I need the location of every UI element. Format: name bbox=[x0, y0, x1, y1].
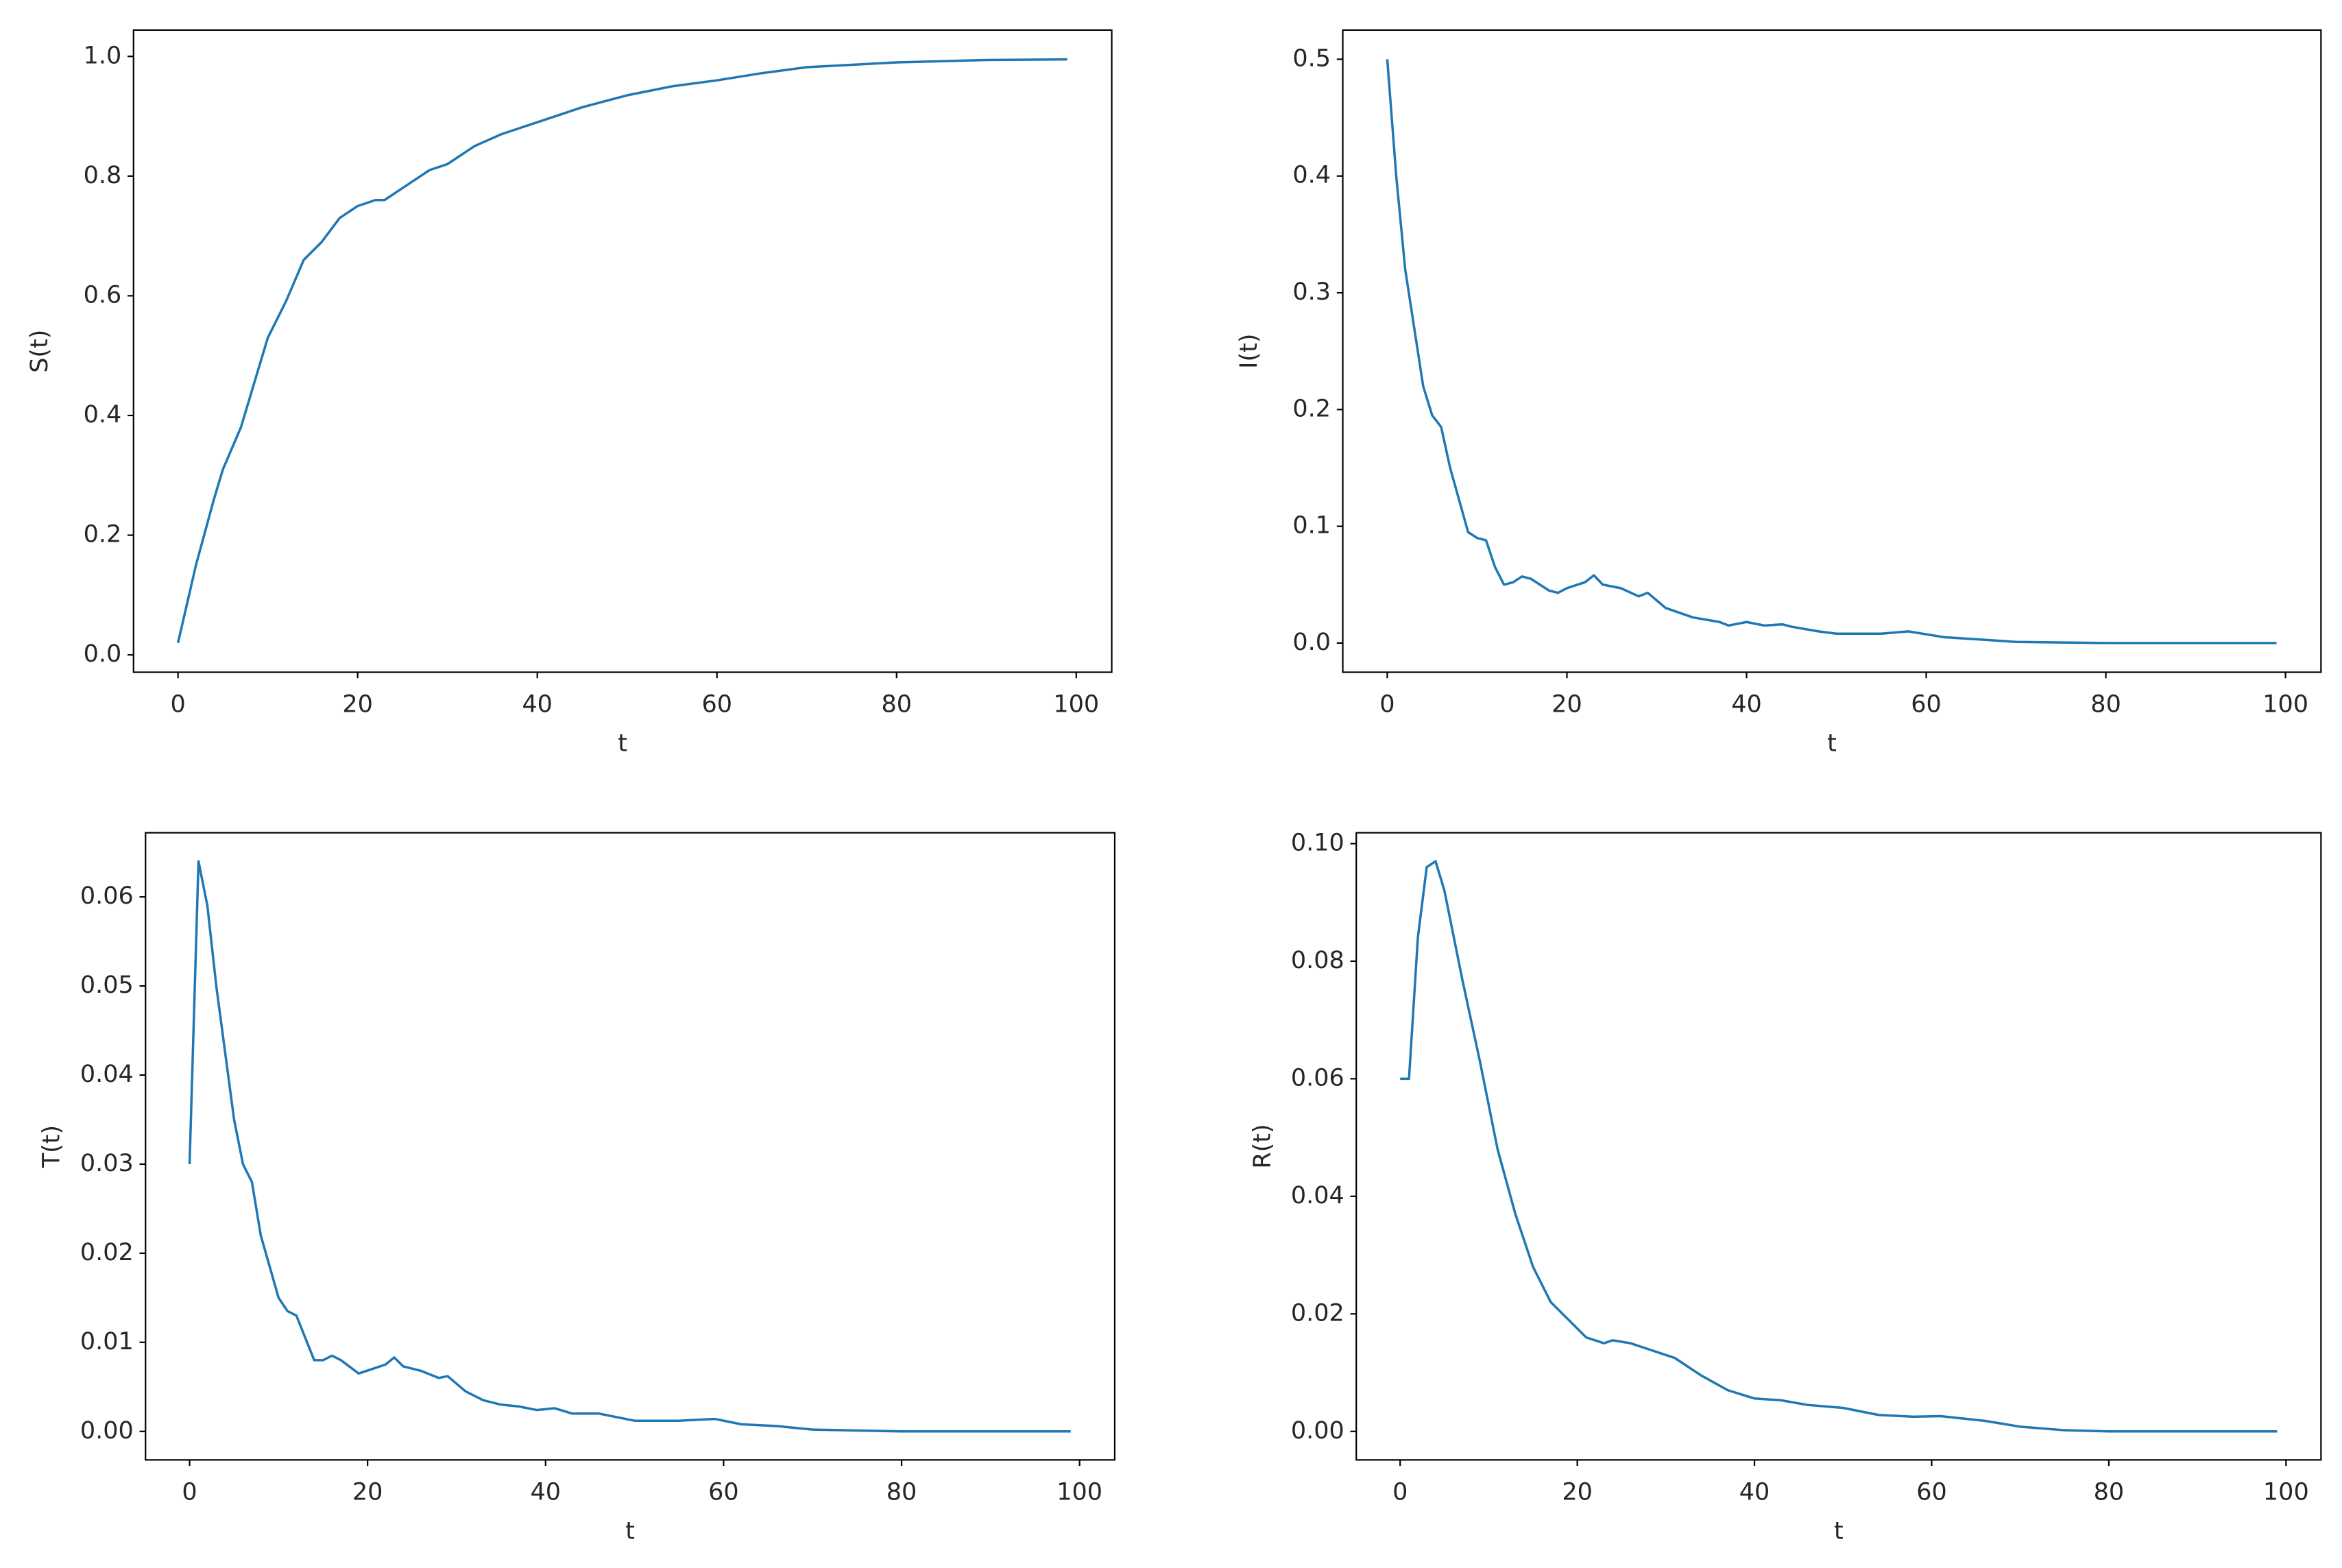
x-tick-label: 80 bbox=[2094, 1478, 2125, 1506]
axes-frame bbox=[145, 832, 1116, 1461]
y-tick-label: 0.4 bbox=[1292, 162, 1331, 189]
data-line bbox=[1400, 860, 2278, 1433]
y-tick-label: 1.0 bbox=[84, 42, 122, 69]
y-axis-label: S(t) bbox=[26, 330, 53, 373]
y-tick-label: 0.03 bbox=[80, 1150, 134, 1177]
x-tick-label: 60 bbox=[701, 691, 732, 719]
y-tick-label: 0.00 bbox=[80, 1417, 134, 1445]
data-line bbox=[176, 58, 1067, 644]
y-tick-label: 0.1 bbox=[1292, 512, 1331, 540]
x-tick-label: 20 bbox=[352, 1478, 383, 1506]
x-axis-label: t bbox=[1827, 730, 1837, 758]
x-tick-label: 40 bbox=[1739, 1478, 1770, 1506]
data-line bbox=[1386, 59, 2277, 644]
y-tick-label: 0.6 bbox=[84, 281, 122, 309]
x-tick-label: 100 bbox=[1053, 691, 1099, 719]
x-tick-label: 60 bbox=[1916, 1478, 1947, 1506]
y-tick-label: 0.2 bbox=[1292, 395, 1331, 422]
axes-frame bbox=[132, 29, 1113, 673]
x-tick-label: 0 bbox=[1392, 1478, 1408, 1506]
x-tick-label: 40 bbox=[522, 691, 553, 719]
x-tick-label: 80 bbox=[2090, 691, 2121, 719]
y-tick-label: 0.01 bbox=[80, 1328, 134, 1355]
x-tick-label: 40 bbox=[531, 1478, 562, 1506]
x-tick-label: 80 bbox=[886, 1478, 917, 1506]
x-tick-label: 20 bbox=[1552, 691, 1582, 719]
y-tick-label: 0.06 bbox=[80, 882, 134, 910]
axes-frame bbox=[1342, 29, 2322, 673]
y-tick-label: 0.3 bbox=[1292, 278, 1331, 306]
x-tick-label: 100 bbox=[2263, 1478, 2309, 1506]
y-tick-label: 0.8 bbox=[84, 162, 122, 189]
y-tick-label: 0.02 bbox=[1291, 1299, 1344, 1327]
x-tick-label: 100 bbox=[2262, 691, 2308, 719]
y-tick-label: 0.5 bbox=[1292, 45, 1331, 72]
y-tick-label: 0.00 bbox=[1291, 1417, 1344, 1445]
y-tick-label: 0.0 bbox=[84, 640, 122, 668]
x-tick-label: 0 bbox=[1379, 691, 1395, 719]
y-tick-label: 0.04 bbox=[1291, 1182, 1344, 1209]
y-axis-label: T(t) bbox=[38, 1125, 66, 1168]
y-tick-label: 0.0 bbox=[1292, 629, 1331, 656]
y-tick-label: 0.06 bbox=[1291, 1064, 1344, 1091]
y-tick-label: 0.4 bbox=[84, 401, 122, 429]
y-tick-label: 0.05 bbox=[80, 972, 134, 999]
y-tick-label: 0.04 bbox=[80, 1061, 134, 1088]
data-line bbox=[188, 860, 1071, 1433]
y-tick-label: 0.02 bbox=[80, 1239, 134, 1266]
x-tick-label: 0 bbox=[182, 1478, 197, 1506]
x-tick-label: 100 bbox=[1057, 1478, 1102, 1506]
x-tick-label: 60 bbox=[1911, 691, 1942, 719]
x-tick-label: 40 bbox=[1731, 691, 1762, 719]
x-tick-label: 0 bbox=[170, 691, 185, 719]
x-tick-label: 80 bbox=[881, 691, 912, 719]
axes-frame bbox=[1355, 832, 2322, 1461]
x-tick-label: 60 bbox=[708, 1478, 739, 1506]
x-tick-label: 20 bbox=[342, 691, 373, 719]
y-tick-label: 0.2 bbox=[84, 521, 122, 548]
y-axis-label: R(t) bbox=[1249, 1124, 1277, 1168]
y-tick-label: 0.08 bbox=[1291, 947, 1344, 974]
x-axis-label: t bbox=[625, 1517, 635, 1545]
y-axis-label: I(t) bbox=[1235, 333, 1263, 368]
x-tick-label: 20 bbox=[1562, 1478, 1593, 1506]
x-axis-label: t bbox=[1834, 1517, 1844, 1545]
x-axis-label: t bbox=[618, 730, 627, 758]
y-tick-label: 0.10 bbox=[1291, 829, 1344, 856]
